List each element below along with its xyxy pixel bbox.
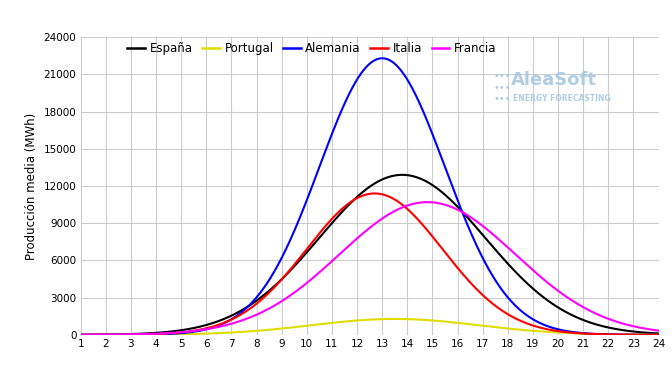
Text: AleaSoft: AleaSoft <box>511 71 597 89</box>
Text: •••
•••
•••: ••• ••• ••• <box>494 71 511 105</box>
Legend: España, Portugal, Alemania, Italia, Francia: España, Portugal, Alemania, Italia, Fran… <box>122 37 501 60</box>
Y-axis label: Producción media (MWh): Producción media (MWh) <box>25 112 38 260</box>
Text: ENERGY FORECASTING: ENERGY FORECASTING <box>513 94 611 103</box>
